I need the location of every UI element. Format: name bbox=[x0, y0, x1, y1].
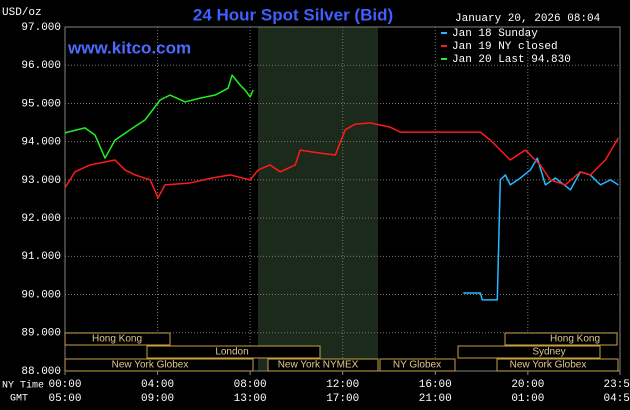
x-tick-label: 16:00 bbox=[419, 379, 452, 391]
y-tick-label: 95.000 bbox=[21, 98, 61, 110]
x2-tick-label: 13:00 bbox=[234, 393, 267, 405]
session-box bbox=[457, 345, 601, 359]
legend-label: Jan 19 NY closed bbox=[452, 41, 558, 53]
y-tick-label: 91.000 bbox=[21, 251, 61, 263]
session-box bbox=[64, 358, 254, 372]
x2-tick-label: 09:00 bbox=[141, 393, 174, 405]
shaded-session bbox=[258, 27, 378, 371]
x-tick-label: 12:00 bbox=[326, 379, 359, 391]
y-tick-label: 96.000 bbox=[21, 60, 61, 72]
x2-tick-label: 04:59 bbox=[603, 393, 630, 405]
x-tick-label: 23:59 bbox=[603, 379, 630, 391]
chart-title: 24 Hour Spot Silver (Bid) bbox=[193, 5, 393, 24]
x2-tick-label: 05:00 bbox=[48, 393, 81, 405]
y-tick-label: 89.000 bbox=[21, 328, 61, 340]
session-label: New York Globex bbox=[112, 360, 189, 371]
x-tick-label: 08:00 bbox=[234, 379, 267, 391]
session-box bbox=[64, 332, 171, 346]
session-label: Sydney bbox=[532, 347, 565, 358]
session-label: New York Globex bbox=[510, 360, 587, 371]
x-tick-label: 04:00 bbox=[141, 379, 174, 391]
session-box bbox=[379, 358, 456, 372]
x-axis-label: NY Time bbox=[2, 380, 44, 392]
y-tick-label: 94.000 bbox=[21, 137, 61, 149]
session-box bbox=[267, 358, 379, 372]
x-tick-label: 00:00 bbox=[48, 379, 81, 391]
session-label: Hong Kong bbox=[550, 334, 600, 345]
y-tick-label: 97.000 bbox=[21, 22, 61, 34]
x2-axis-label: GMT bbox=[10, 394, 28, 405]
x-tick-label: 20:00 bbox=[511, 379, 544, 391]
y-tick-label: 92.000 bbox=[21, 213, 61, 225]
x2-tick-label: 17:00 bbox=[326, 393, 359, 405]
session-label: New York NYMEX bbox=[278, 360, 359, 371]
series-line bbox=[463, 157, 619, 301]
session-box bbox=[496, 358, 619, 372]
series-line bbox=[64, 74, 254, 159]
session-box bbox=[146, 345, 321, 359]
date-stamp: January 20, 2026 08:04 bbox=[455, 13, 601, 25]
legend-label: Jan 20 Last 94.830 bbox=[452, 54, 571, 66]
watermark: www.kitco.com bbox=[67, 38, 191, 57]
session-label: NY Globex bbox=[393, 360, 441, 371]
series-line bbox=[64, 122, 619, 199]
session-box bbox=[504, 332, 618, 346]
y-tick-label: 93.000 bbox=[21, 175, 61, 187]
x2-tick-label: 01:00 bbox=[511, 393, 544, 405]
session-label: Hong Kong bbox=[92, 334, 142, 345]
sessions: Hong Kong Hong Kong London Sydney New Yo… bbox=[64, 332, 619, 372]
y-tick-label: 88.000 bbox=[21, 366, 61, 378]
session-label: London bbox=[215, 347, 248, 358]
legend-label: Jan 18 Sunday bbox=[452, 28, 538, 40]
y-tick-label: 90.000 bbox=[21, 289, 61, 301]
y-axis-label: USD/oz bbox=[2, 7, 42, 19]
x2-tick-label: 21:00 bbox=[419, 393, 452, 405]
